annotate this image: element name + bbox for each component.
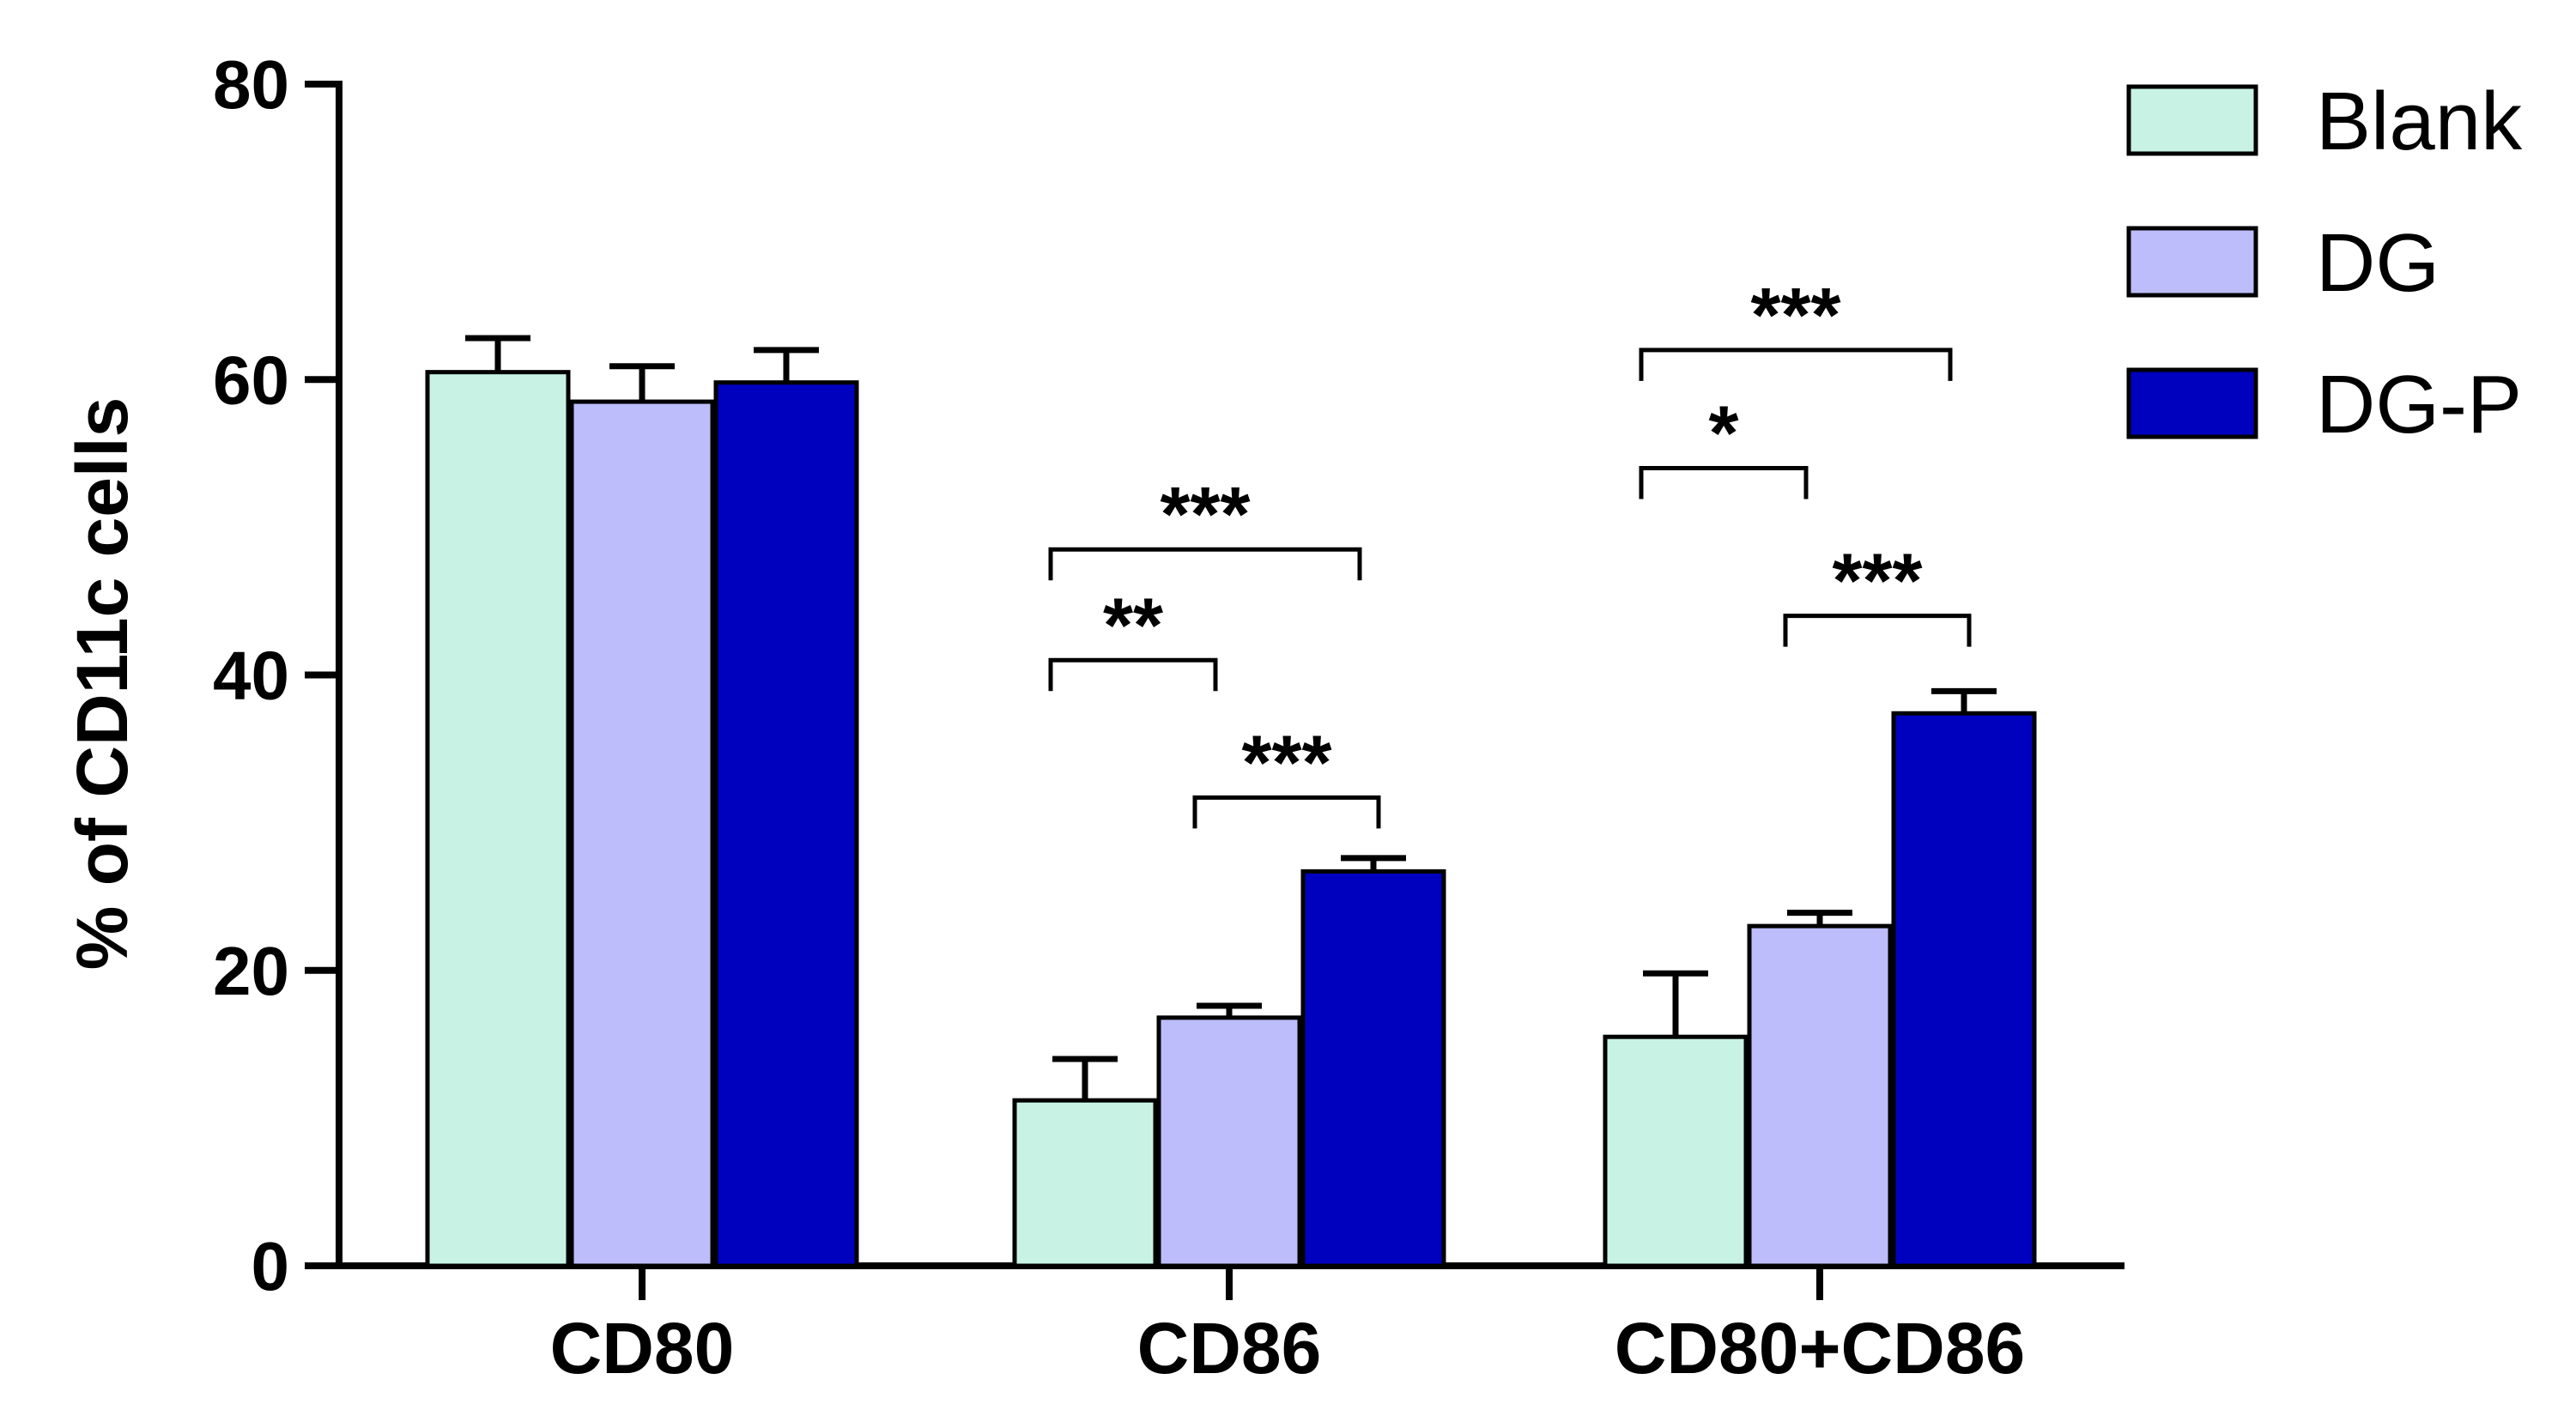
significance-label: *** [1750,273,1840,359]
significance-bracket [1639,466,1809,499]
bar-dg-p-cd86 [1300,868,1446,1268]
bar-dg-p-cd80 [713,380,859,1268]
y-axis-label: % of CD11c cells [62,397,142,971]
legend: Blank DG DG-P [2126,76,2523,451]
y-tick-label: 0 [252,1228,290,1304]
bars [425,335,2037,1268]
significance-bracket [1783,614,1972,647]
significance-label: *** [1160,472,1250,558]
bar-dg-cd86 [1156,1015,1302,1268]
significance-label: ** [1103,583,1163,669]
significance-label: *** [1241,720,1331,806]
bar-blank-cd80 [425,370,571,1268]
significance-annotations: *************** [1048,273,1972,829]
legend-label: DG [2316,217,2440,309]
significance-bracket [1048,657,1218,692]
significance-bracket [1048,547,1362,581]
legend-swatch-dg [2126,226,2258,298]
significance-bracket [1192,795,1381,829]
axes: 0 20 40 60 80 CD80 CD86 CD80+CD86 [213,46,2124,1389]
legend-swatch-blank [2126,84,2258,156]
bar-dg-p-cd80-cd86 [1891,711,2037,1268]
y-tick-label: 40 [213,638,289,714]
y-tick-label: 60 [213,342,289,418]
x-tick-label: CD86 [1137,1308,1322,1389]
y-tick-label: 80 [213,46,289,123]
x-tick-label: CD80 [550,1308,735,1389]
legend-label: DG-P [2316,359,2522,451]
bar-dg-cd80 [569,399,715,1268]
bar-blank-cd80-cd86 [1603,1034,1749,1268]
bar-dg-cd80-cd86 [1747,923,1893,1268]
significance-bracket [1639,348,1953,381]
x-tick-label: CD80+CD86 [1615,1308,2026,1389]
bar-blank-cd86 [1012,1098,1158,1268]
significance-label: *** [1832,539,1922,625]
significance-label: * [1708,391,1738,477]
y-tick-label: 20 [213,933,289,1009]
legend-label: Blank [2316,76,2523,167]
legend-swatch-dg-p [2126,367,2258,439]
